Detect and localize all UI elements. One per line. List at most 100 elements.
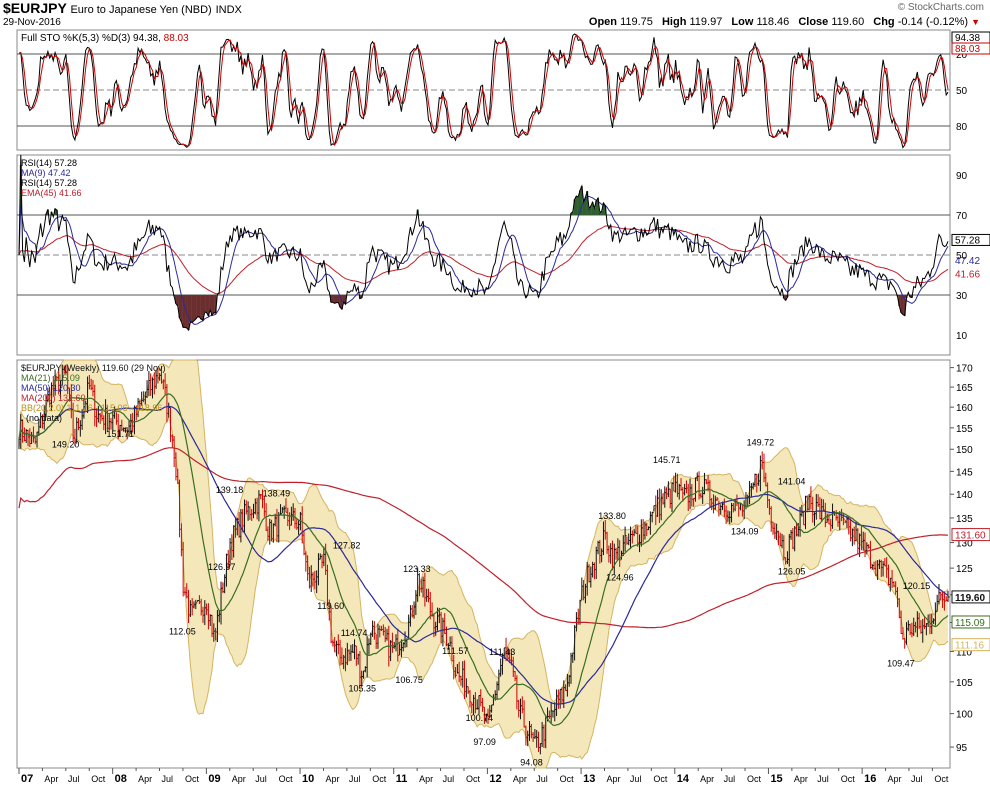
price-annotation-label: 134.09 — [731, 526, 759, 536]
sto-d-last-label: 88.03 — [955, 44, 980, 55]
price-annotation-label: 112.05 — [169, 626, 196, 636]
x-tick-label: Oct — [934, 774, 949, 784]
price-annotation-label: 109.47 — [887, 659, 915, 669]
price-legend-entry: BB(20,2.0) 111.16 - 115.06 - 118.96 — [21, 403, 162, 413]
high-value: 119.97 — [689, 16, 723, 28]
price-y-tick-label: 165 — [956, 383, 973, 394]
x-tick-label: 16 — [864, 773, 876, 785]
price-annotation-label: 145.71 — [653, 455, 681, 465]
price-y-tick-label: 155 — [956, 424, 973, 435]
price-y-tick-label: 160 — [956, 403, 973, 414]
rsi-ma9-last-label: 47.42 — [955, 256, 980, 267]
price-annotation-label: 151.71 — [106, 429, 134, 439]
x-tick-label: Oct — [91, 774, 106, 784]
rsi-y-tick-label: 50 — [956, 251, 968, 262]
x-tick-label: Oct — [185, 774, 200, 784]
sto-y-tick-label: 80 — [956, 122, 968, 133]
close-value: 119.60 — [831, 16, 865, 28]
down-arrow-icon: ▼ — [971, 17, 980, 27]
x-tick-label: Jul — [817, 774, 829, 784]
x-tick-label: Oct — [747, 774, 762, 784]
low-value: 118.46 — [756, 16, 790, 28]
price-annotation-label: 138.49 — [263, 488, 291, 498]
x-tick-label: Oct — [372, 774, 387, 784]
rsi-ema45-line — [18, 225, 949, 295]
quote-date: 29-Nov-2016 — [3, 17, 61, 28]
sto-legend-d-value: 88.03 — [161, 33, 189, 44]
x-tick-label: Oct — [560, 774, 575, 784]
rsi-ema45-last-label: 41.66 — [955, 270, 980, 281]
rsi-y-tick-label: 90 — [956, 171, 968, 182]
x-tick-label: Apr — [700, 774, 714, 784]
x-tick-label: Apr — [607, 774, 621, 784]
chg-label: Chg — [873, 16, 895, 28]
x-tick-label: Oct — [279, 774, 294, 784]
price-annotation-label: 100.74 — [466, 713, 494, 723]
rsi-last-box — [951, 233, 990, 246]
symbol-title: $EURJPY Euro to Japanese Yen (NBD) INDX — [3, 0, 242, 16]
rsi-y-tick-label: 70 — [956, 211, 968, 222]
price-y-tick-label: 125 — [956, 564, 973, 575]
rsi-legend-entry: MA(9) 47.42 — [21, 168, 71, 178]
price-legend-entry: MA(50) 120.30 — [21, 383, 81, 393]
price-legend-entry: . (no data) — [21, 413, 62, 423]
price-annotation-label: 126.05 — [778, 567, 806, 577]
rsi-line — [18, 154, 949, 332]
x-tick-label: Jul — [443, 774, 455, 784]
ma200-line — [18, 447, 949, 629]
sto-legend: Full STO %K(5,3) %D(3) 94.38, 88.03 — [21, 33, 189, 44]
x-tick-label: Jul — [162, 774, 174, 784]
price-annotation-label: 127.82 — [333, 541, 361, 551]
x-tick-label: 14 — [677, 773, 690, 785]
bollinger-band-fill — [19, 360, 948, 768]
price-y-tick-label: 100 — [956, 710, 973, 721]
price-legend-entry: MA(21) 115.09 — [21, 373, 80, 383]
x-tick-label: Jul — [68, 774, 80, 784]
x-tick-label: Jul — [724, 774, 736, 784]
x-tick-label: 09 — [208, 773, 220, 785]
price-legend-entry: MA(200) 131.60 — [21, 393, 86, 403]
x-tick-label: 12 — [489, 773, 501, 785]
price-annotation-label: 141.04 — [778, 476, 806, 486]
price-annotation-label: 123.33 — [403, 564, 431, 574]
price-annotation-label: 111.57 — [442, 646, 468, 656]
exchange: INDX — [215, 4, 242, 16]
chg-value: -0.14 (-0.12%) — [897, 16, 969, 28]
x-tick-label: Apr — [138, 774, 152, 784]
price-annotation-label: 111.43 — [489, 647, 515, 657]
price-y-tick-label: 95 — [956, 743, 968, 754]
price-annotation-label: 120.15 — [903, 581, 931, 591]
rsi-legend-entry: RSI(14) 57.28 — [21, 178, 77, 188]
x-tick-label: Oct — [466, 774, 481, 784]
price-annotation-label: 139.18 — [216, 485, 244, 495]
price-right-label: 131.60 — [955, 531, 986, 542]
x-tick-label: 07 — [21, 773, 33, 785]
x-tick-label: Apr — [325, 774, 339, 784]
price-annotation-label: 97.09 — [473, 737, 496, 747]
price-annotation-label: 124.96 — [606, 572, 634, 582]
ma50-line — [18, 405, 949, 705]
price-annotation-label: 106.75 — [395, 675, 423, 685]
price-y-tick-label: 145 — [956, 467, 973, 478]
sto-y-tick-label: 50 — [956, 86, 968, 97]
price-right-label: 115.09 — [955, 618, 985, 629]
price-annotation-label: 94.08 — [520, 757, 543, 767]
close-label: Close — [798, 16, 829, 28]
symbol: $EURJPY — [3, 0, 67, 16]
price-y-tick-label: 130 — [956, 539, 973, 550]
x-tick-label: Apr — [888, 774, 902, 784]
x-tick-label: Apr — [419, 774, 433, 784]
x-tick-label: Oct — [841, 774, 856, 784]
ohlc-summary: Open 119.75 High 119.97 Low 118.46 Close… — [589, 16, 980, 28]
price-legend-entry: $EURJPY (Weekly) 119.60 (29 Nov) — [21, 363, 166, 373]
price-right-label-box — [951, 528, 990, 542]
x-tick-label: Jul — [630, 774, 642, 784]
price-right-label-box — [951, 615, 990, 629]
x-tick-label: Jul — [911, 774, 923, 784]
bollinger-upper-line — [18, 359, 949, 702]
x-tick-label: 10 — [302, 773, 314, 785]
x-tick-label: 13 — [583, 773, 595, 785]
watermark: © StockCharts.com — [897, 2, 984, 13]
x-tick-label: Apr — [232, 774, 246, 784]
